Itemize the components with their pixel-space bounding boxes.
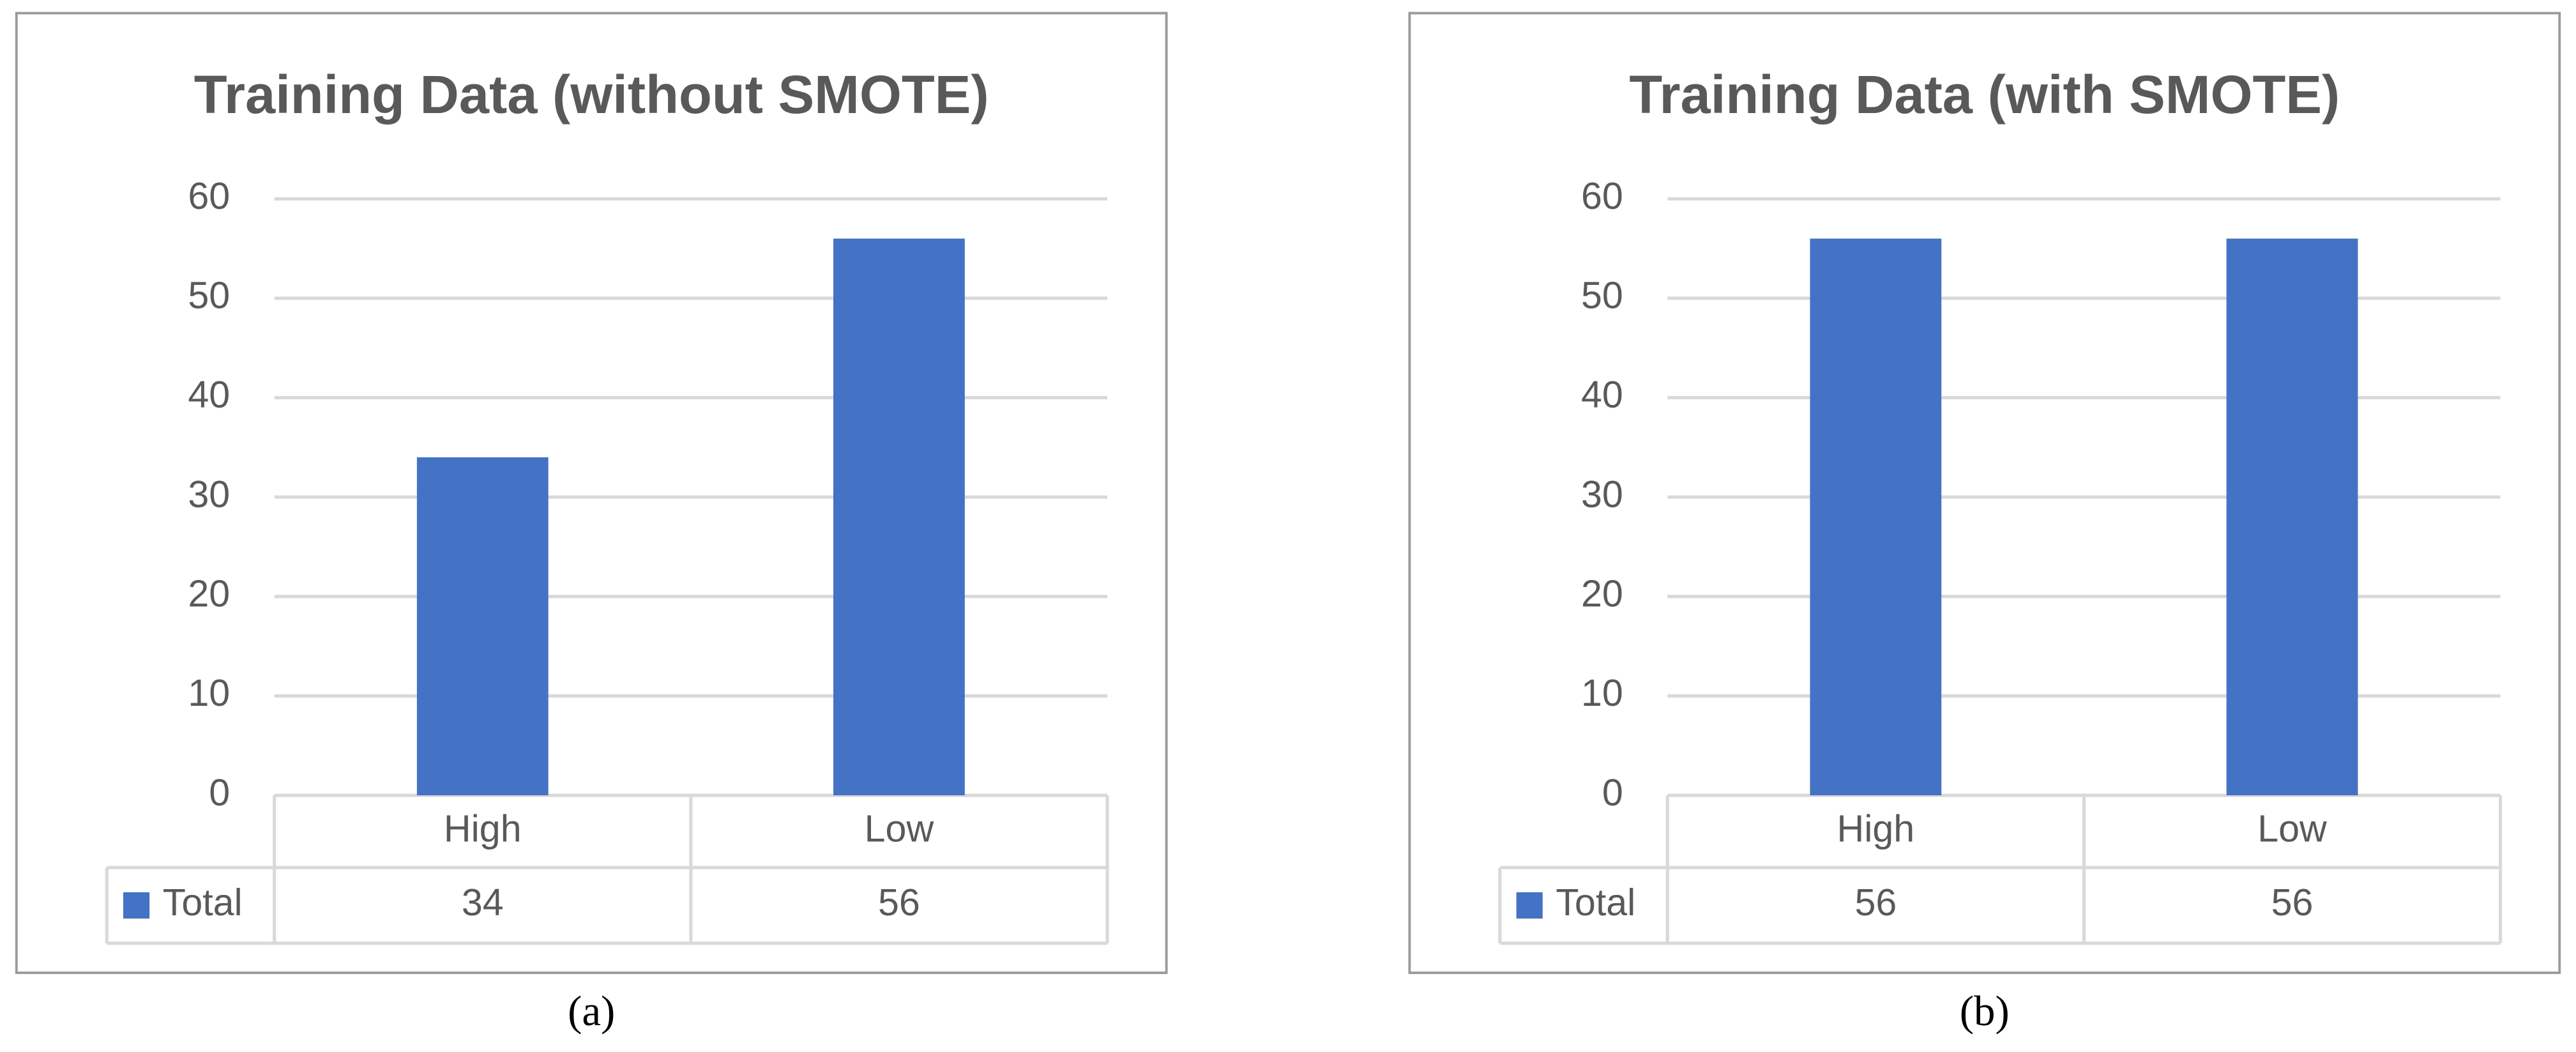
chart-title: Training Data (without SMOTE) bbox=[194, 64, 989, 125]
table-value: 56 bbox=[878, 881, 920, 924]
bar bbox=[833, 238, 965, 796]
y-tick-label: 40 bbox=[188, 373, 230, 416]
y-tick-label: 20 bbox=[1581, 572, 1623, 614]
chart-title: Training Data (with SMOTE) bbox=[1629, 64, 2340, 125]
y-tick-label: 30 bbox=[188, 473, 230, 515]
table-value: 56 bbox=[2271, 881, 2314, 924]
y-tick-label: 50 bbox=[1581, 274, 1623, 317]
y-tick-label: 10 bbox=[188, 671, 230, 714]
chart-border bbox=[15, 11, 1168, 974]
table-value: 56 bbox=[1854, 881, 1897, 924]
chart-border bbox=[1408, 11, 2561, 974]
legend-swatch bbox=[123, 892, 150, 919]
bar bbox=[2226, 238, 2358, 796]
legend-swatch bbox=[1516, 892, 1543, 919]
y-tick-label: 60 bbox=[1581, 174, 1623, 217]
y-tick-label: 60 bbox=[188, 174, 230, 217]
y-tick-label: 20 bbox=[188, 572, 230, 614]
y-tick-label: 30 bbox=[1581, 473, 1623, 515]
y-tick-label: 0 bbox=[209, 771, 230, 814]
legend-label: Total bbox=[1556, 881, 1635, 924]
x-tick-label: High bbox=[444, 807, 522, 850]
table-value: 34 bbox=[462, 881, 504, 924]
y-tick-label: 0 bbox=[1602, 771, 1623, 814]
panel-caption: (a) bbox=[568, 987, 615, 1035]
bar bbox=[416, 457, 549, 796]
x-tick-label: Low bbox=[2257, 807, 2327, 850]
y-tick-label: 10 bbox=[1581, 671, 1623, 714]
legend-label: Total bbox=[163, 881, 243, 924]
y-tick-label: 50 bbox=[188, 274, 230, 317]
x-tick-label: Low bbox=[865, 807, 934, 850]
x-tick-label: High bbox=[1837, 807, 1915, 850]
bar bbox=[1810, 238, 1942, 796]
panel-caption: (b) bbox=[1960, 987, 2010, 1035]
y-tick-label: 40 bbox=[1581, 373, 1623, 416]
